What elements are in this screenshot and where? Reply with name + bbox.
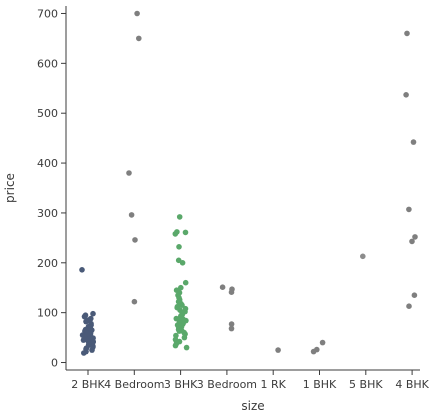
- data-point: [406, 303, 412, 310]
- data-point: [404, 30, 410, 37]
- data-point: [132, 237, 138, 243]
- data-point: [310, 348, 317, 355]
- x-tick-label: 1 BHK: [303, 378, 337, 391]
- data-point: [172, 342, 179, 349]
- data-point: [183, 344, 190, 351]
- data-point: [412, 234, 418, 240]
- data-point: [228, 289, 235, 296]
- data-point: [131, 298, 138, 305]
- data-point: [319, 339, 326, 346]
- data-point: [82, 335, 89, 342]
- data-point: [179, 260, 186, 266]
- y-tick-label: 500: [37, 107, 58, 120]
- x-tick-label: 4 Bedroom: [104, 378, 164, 391]
- data-point: [181, 334, 188, 341]
- data-point: [79, 267, 85, 273]
- x-tick-label: 3 BHK: [164, 378, 198, 391]
- data-point: [173, 315, 180, 322]
- x-tick-label: 5 BHK: [349, 378, 383, 391]
- x-tick-label: 2 BHK: [71, 378, 105, 391]
- data-point: [176, 244, 182, 250]
- data-point: [182, 279, 189, 286]
- data-point: [90, 338, 96, 345]
- data-point: [83, 318, 89, 325]
- y-tick-label: 100: [37, 307, 58, 320]
- x-tick-label: 1 RK: [261, 378, 287, 391]
- data-point: [178, 327, 185, 334]
- y-tick-label: 400: [37, 157, 58, 170]
- data-point: [275, 347, 281, 353]
- data-point: [81, 313, 88, 320]
- y-tick-label: 700: [37, 7, 58, 20]
- data-point: [81, 350, 87, 356]
- data-point: [360, 253, 366, 260]
- data-points: [79, 10, 418, 356]
- data-point: [134, 10, 140, 17]
- data-point: [89, 347, 95, 353]
- y-tick-label: 0: [51, 357, 58, 370]
- data-point: [406, 206, 412, 213]
- y-tick-label: 600: [37, 57, 58, 70]
- y-axis-title: price: [3, 173, 17, 203]
- data-point: [179, 302, 185, 309]
- data-point: [410, 139, 417, 145]
- data-point: [182, 229, 189, 236]
- x-tick-label: 4 BHK: [395, 378, 429, 391]
- x-axis-title: size: [241, 399, 264, 413]
- data-point: [136, 35, 142, 42]
- y-tick-label: 200: [37, 257, 58, 270]
- data-point: [411, 292, 418, 299]
- data-point: [174, 304, 180, 311]
- axes: 0 100 200 300 400 500 600 700 2 BHK 4 Bedroom 3 BH…: [37, 6, 430, 391]
- data-point: [126, 170, 132, 176]
- data-point: [409, 238, 415, 245]
- data-point: [228, 321, 235, 327]
- y-tick-label: 300: [37, 207, 58, 220]
- data-point: [403, 92, 409, 98]
- data-point: [176, 214, 183, 220]
- data-point: [84, 330, 90, 337]
- data-point: [90, 310, 96, 317]
- data-point: [85, 341, 92, 348]
- data-point: [219, 284, 226, 291]
- x-tick-label: 3 Bedroom: [197, 378, 257, 391]
- data-point: [177, 321, 183, 328]
- data-point: [178, 284, 184, 291]
- data-point: [179, 309, 185, 316]
- data-point: [128, 212, 135, 218]
- data-point: [228, 325, 235, 332]
- data-point: [172, 231, 179, 237]
